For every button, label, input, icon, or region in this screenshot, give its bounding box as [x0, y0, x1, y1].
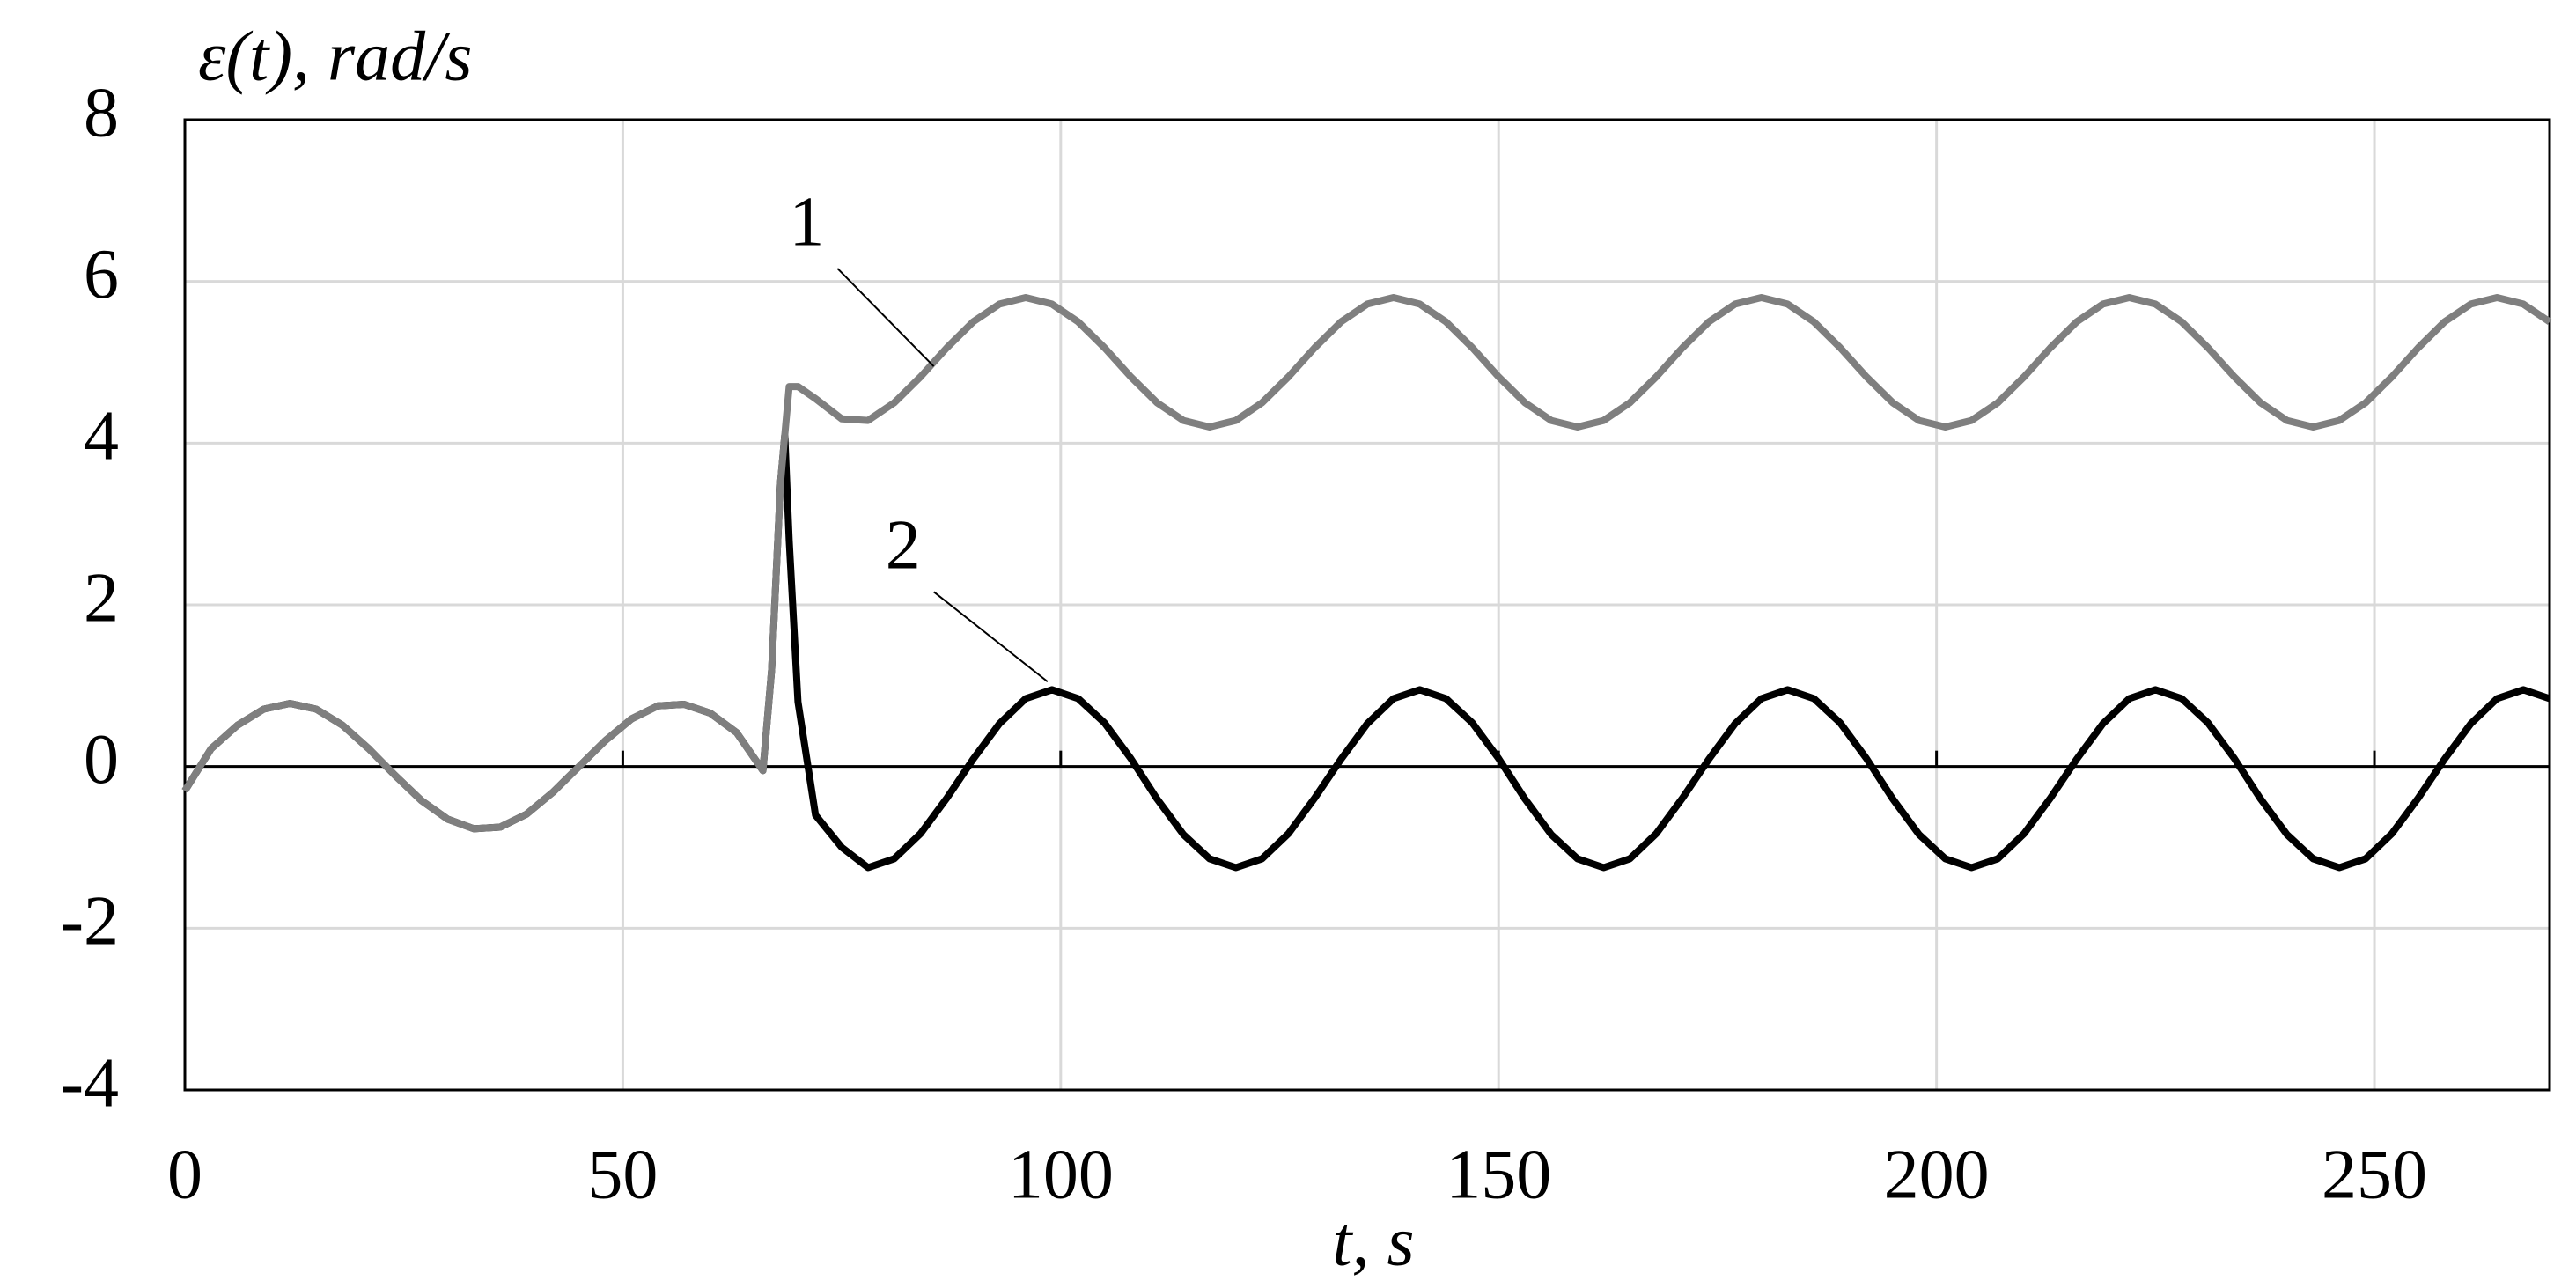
x-axis-label: t, s [1332, 1203, 1414, 1280]
series-annotation: 1 [789, 183, 824, 261]
series-line [181, 294, 2552, 833]
annotation-leader [933, 591, 1049, 683]
y-tick-label: 6 [84, 236, 119, 313]
y-tick-label: 8 [84, 74, 119, 151]
x-tick-label: 250 [2322, 1136, 2427, 1213]
y-tick-label: -4 [60, 1044, 119, 1122]
x-tick-label: 150 [1446, 1136, 1551, 1213]
y-tick-label: 0 [84, 721, 119, 799]
x-tick-label: 0 [167, 1136, 202, 1213]
y-tick-label: -2 [60, 883, 119, 960]
y-tick-label: 2 [84, 559, 119, 637]
y-axis-label: ε(t), rad/s [198, 18, 473, 95]
x-tick-label: 50 [587, 1136, 658, 1213]
x-tick-label: 100 [1008, 1136, 1114, 1213]
series-annotation: 2 [886, 507, 921, 585]
x-tick-label: 200 [1884, 1136, 1990, 1213]
annotation-leader [836, 268, 935, 367]
plot-frame [183, 118, 2551, 1092]
y-tick-label: 4 [84, 398, 119, 475]
